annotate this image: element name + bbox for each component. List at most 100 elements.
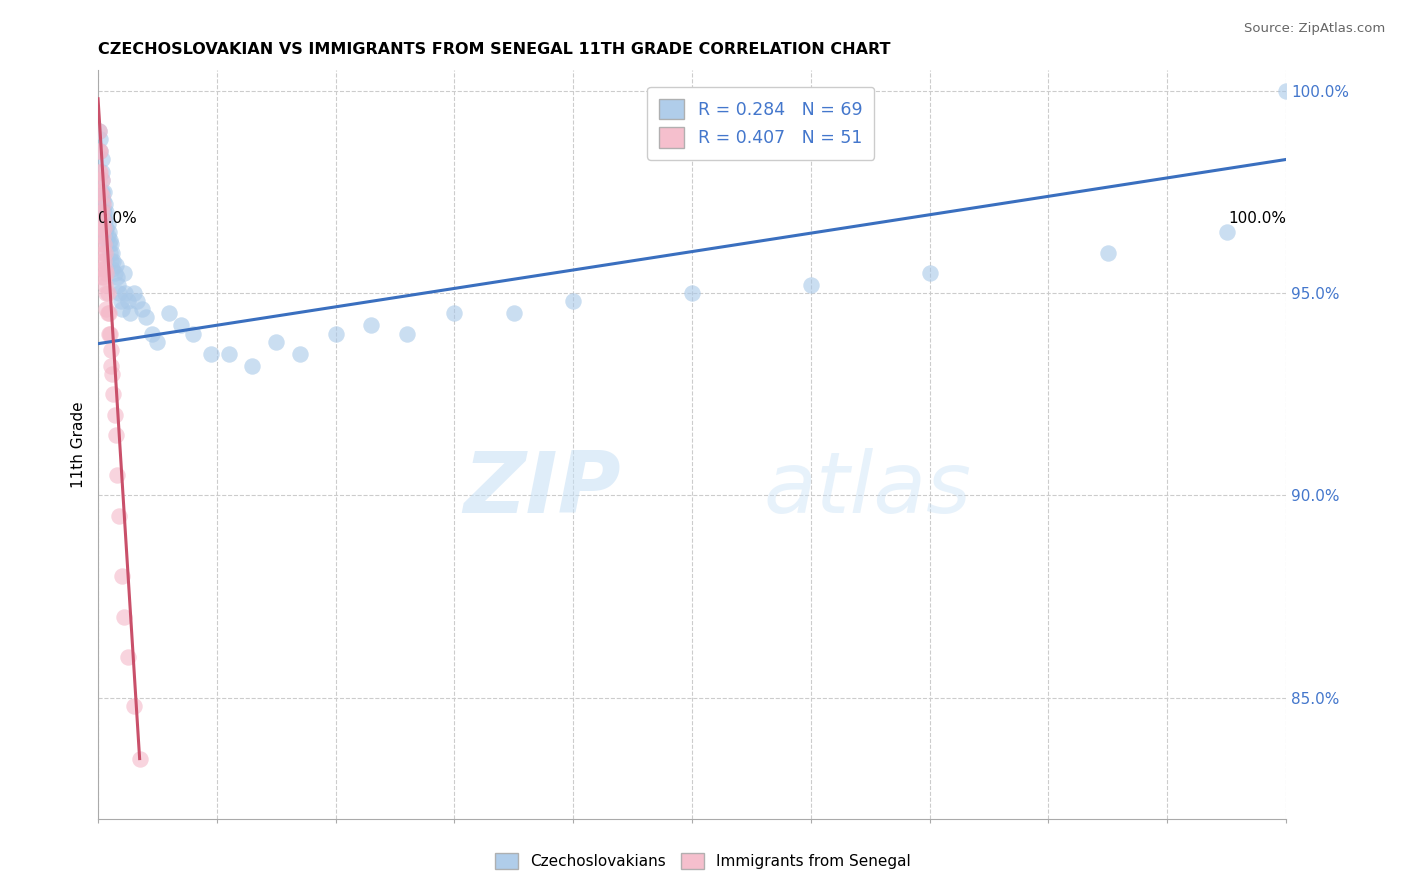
Point	[97, 237, 120, 252]
Point	[89, 145, 111, 159]
Point	[111, 569, 134, 583]
Point	[918, 266, 941, 280]
Point	[200, 347, 222, 361]
Point	[105, 269, 128, 284]
Point	[97, 225, 120, 239]
Point	[800, 277, 823, 292]
Point	[89, 185, 111, 199]
Point	[90, 221, 112, 235]
Point	[127, 294, 149, 309]
Point	[91, 261, 114, 276]
Point	[89, 213, 111, 227]
Point	[90, 189, 112, 203]
Point	[218, 347, 240, 361]
Point	[98, 245, 121, 260]
Point	[89, 164, 111, 178]
Point	[91, 213, 114, 227]
Point	[89, 124, 111, 138]
Point	[89, 145, 111, 159]
Point	[94, 225, 117, 239]
Point	[90, 253, 112, 268]
Point	[105, 468, 128, 483]
Point	[96, 221, 118, 235]
Point	[89, 185, 111, 199]
Point	[91, 245, 114, 260]
Point	[96, 302, 118, 317]
Point	[97, 306, 120, 320]
Point	[90, 164, 112, 178]
Legend: Czechoslovakians, Immigrants from Senegal: Czechoslovakians, Immigrants from Senega…	[489, 847, 917, 875]
Text: CZECHOSLOVAKIAN VS IMMIGRANTS FROM SENEGAL 11TH GRADE CORRELATION CHART: CZECHOSLOVAKIAN VS IMMIGRANTS FROM SENEG…	[98, 42, 890, 57]
Point	[395, 326, 418, 341]
Point	[89, 164, 111, 178]
Point	[107, 277, 129, 292]
Point	[91, 197, 114, 211]
Point	[135, 310, 157, 325]
Point	[443, 306, 465, 320]
Point	[112, 610, 135, 624]
Point	[93, 205, 115, 219]
Point	[94, 277, 117, 292]
Point	[122, 698, 145, 713]
Legend: R = 0.284   N = 69, R = 0.407   N = 51: R = 0.284 N = 69, R = 0.407 N = 51	[647, 87, 875, 160]
Point	[101, 245, 124, 260]
Point	[170, 318, 193, 333]
Point	[112, 266, 135, 280]
Point	[325, 326, 347, 341]
Point	[1215, 225, 1237, 239]
Point	[110, 294, 132, 309]
Point	[90, 172, 112, 186]
Point	[93, 213, 115, 227]
Point	[96, 234, 118, 248]
Point	[122, 286, 145, 301]
Point	[91, 229, 114, 244]
Point	[562, 294, 585, 309]
Point	[104, 427, 127, 442]
Point	[101, 367, 124, 381]
Point	[89, 172, 111, 186]
Point	[89, 124, 111, 138]
Point	[90, 172, 112, 186]
Point	[90, 269, 112, 284]
Point	[264, 334, 287, 349]
Text: Source: ZipAtlas.com: Source: ZipAtlas.com	[1244, 22, 1385, 36]
Point	[96, 266, 118, 280]
Point	[1097, 245, 1119, 260]
Point	[502, 306, 524, 320]
Point	[242, 359, 264, 373]
Point	[94, 245, 117, 260]
Point	[181, 326, 204, 341]
Point	[89, 205, 111, 219]
Point	[94, 197, 117, 211]
Point	[108, 286, 131, 301]
Point	[100, 343, 122, 357]
Point	[146, 334, 169, 349]
Point	[96, 286, 118, 301]
Point	[91, 213, 114, 227]
Point	[288, 347, 311, 361]
Point	[90, 237, 112, 252]
Y-axis label: 11th Grade: 11th Grade	[72, 401, 86, 488]
Point	[93, 221, 115, 235]
Point	[681, 286, 703, 301]
Point	[141, 326, 163, 341]
Text: 100.0%: 100.0%	[1227, 211, 1286, 227]
Point	[104, 408, 127, 422]
Point	[89, 225, 111, 239]
Point	[93, 185, 115, 199]
Point	[96, 217, 118, 231]
Point	[114, 286, 136, 301]
Point	[93, 221, 115, 235]
Point	[103, 387, 125, 401]
Point	[96, 306, 118, 320]
Point	[360, 318, 382, 333]
Point	[89, 145, 111, 159]
Point	[90, 153, 112, 167]
Point	[120, 306, 142, 320]
Point	[101, 261, 124, 276]
Point	[98, 326, 121, 341]
Text: ZIP: ZIP	[463, 449, 620, 532]
Point	[103, 253, 125, 268]
Point	[94, 213, 117, 227]
Point	[117, 294, 139, 309]
